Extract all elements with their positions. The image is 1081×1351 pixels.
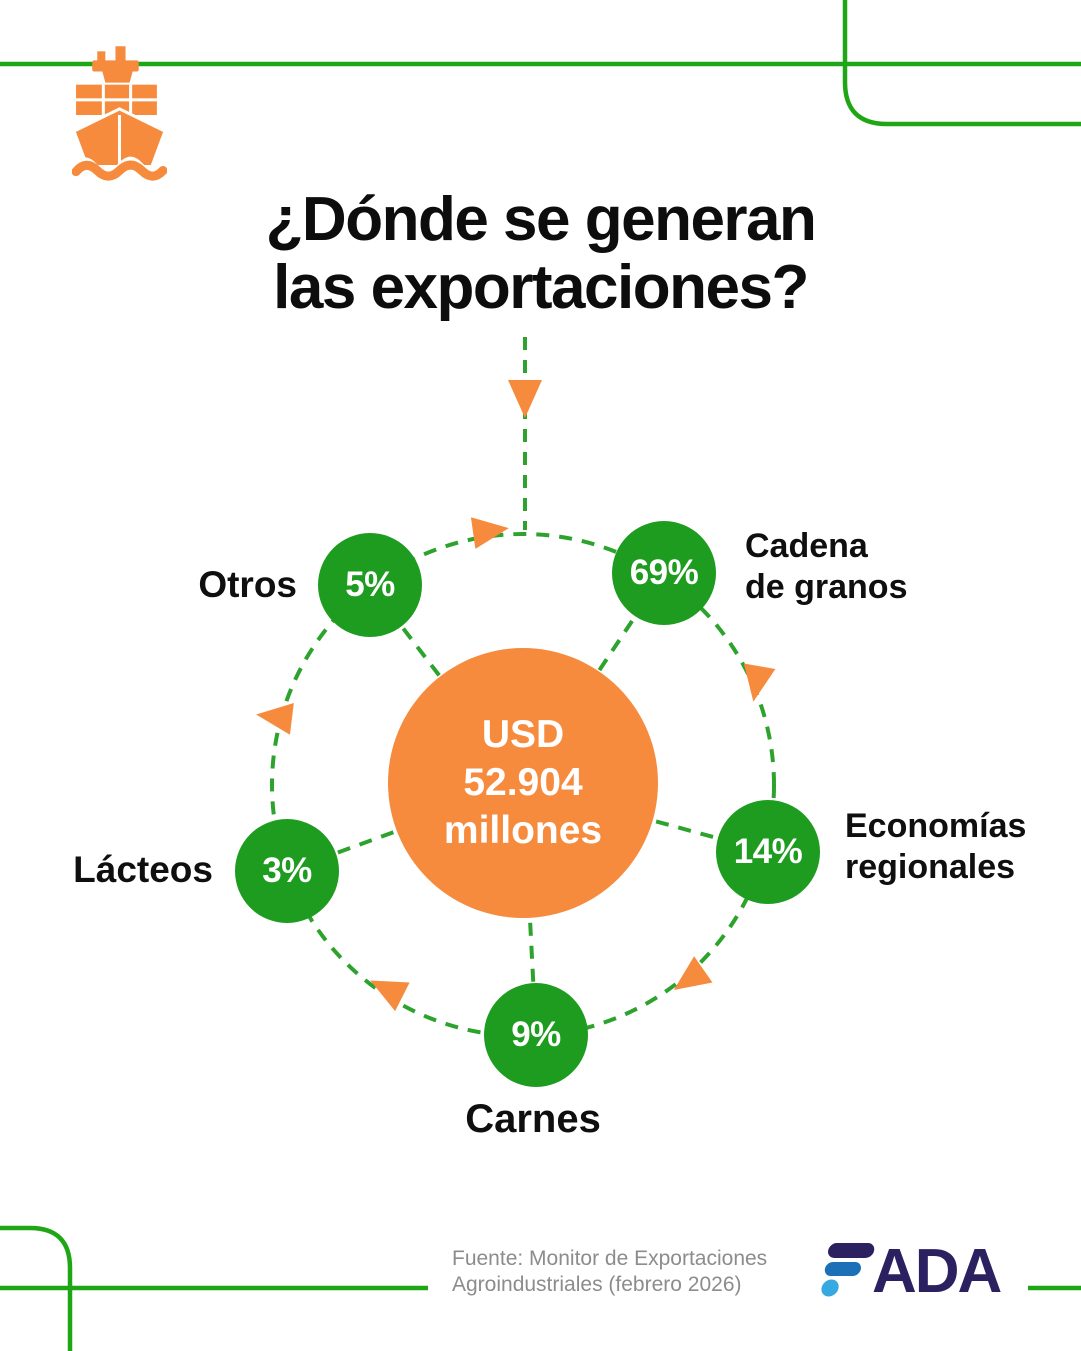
total-line2: 52.904 — [463, 761, 583, 804]
node-value: 5% — [345, 565, 395, 604]
flow-arrow-icon — [673, 956, 713, 991]
node-value: 3% — [262, 851, 312, 890]
label-cadena-de-granos: Cadena de granos — [745, 527, 908, 606]
node-economias-regionales: 14% — [716, 800, 820, 904]
page-title-line2: las exportaciones? — [273, 253, 809, 322]
total-line1: USD — [481, 713, 565, 756]
node-lacteos: 3% — [235, 819, 339, 923]
label-economias-regionales: Economías regionales — [845, 807, 1027, 886]
flow-arrow-icon — [743, 663, 776, 702]
node-value: 14% — [733, 832, 803, 871]
page-title: ¿Dónde se generan las exportaciones? — [0, 186, 1081, 322]
source-note: Fuente: Monitor de Exportaciones Agroind… — [452, 1246, 767, 1298]
cargo-ship-icon — [72, 46, 167, 181]
source-line1: Fuente: Monitor de Exportaciones — [452, 1247, 768, 1270]
node-value: 69% — [629, 553, 699, 592]
flow-arrow-icon — [256, 702, 294, 735]
total-circle: USD 52.904 millones — [388, 648, 658, 918]
node-value: 9% — [511, 1015, 561, 1054]
node-otros: 5% — [318, 533, 422, 637]
label-carnes: Carnes — [465, 1097, 601, 1141]
fada-logo: ADA — [821, 1240, 1004, 1298]
fada-logo-text: ADA — [872, 1240, 1002, 1298]
label-otros: Otros — [198, 564, 297, 605]
source-line2: Agroindustriales (febrero 2026) — [452, 1273, 742, 1296]
label-lacteos: Lácteos — [73, 849, 213, 890]
flow-arrow-icon — [470, 517, 509, 549]
total-line3: millones — [443, 809, 603, 852]
flow-arrow-icon — [370, 980, 410, 1012]
down-arrow-icon — [508, 380, 542, 418]
node-cadena-de-granos: 69% — [612, 521, 716, 625]
node-carnes: 9% — [484, 983, 588, 1087]
page-title-line1: ¿Dónde se generan — [265, 185, 817, 254]
